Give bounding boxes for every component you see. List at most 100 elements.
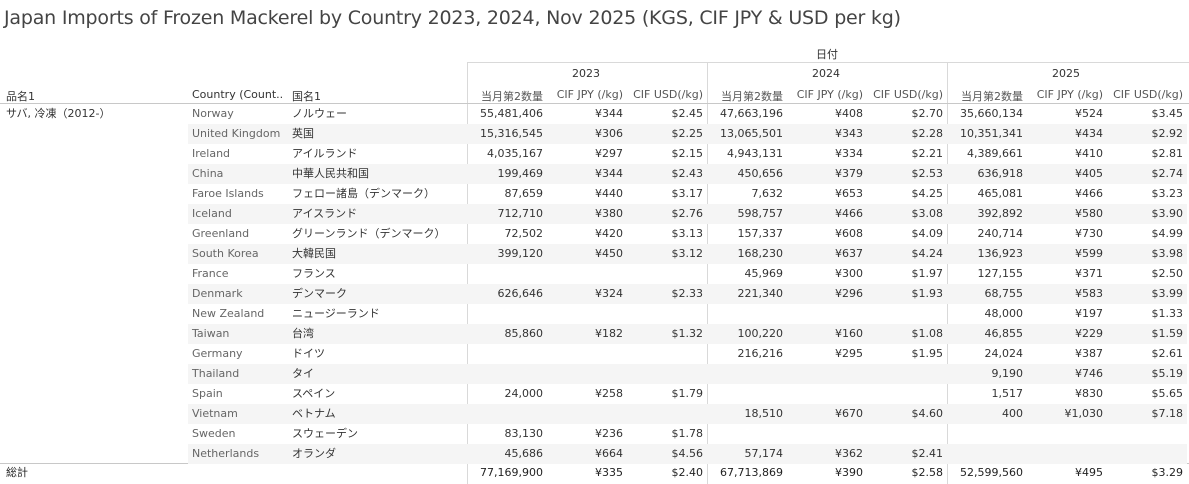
value-cell: ¥440 [595, 187, 623, 200]
value-cell: $4.60 [911, 407, 944, 420]
value-cell: $3.90 [1151, 207, 1184, 220]
value-cell: $4.25 [911, 187, 944, 200]
country-name: Thailand [192, 367, 240, 380]
value-cell: ¥830 [1075, 387, 1103, 400]
value-cell: $2.92 [1151, 127, 1184, 140]
value-cell: $4.99 [1151, 227, 1184, 240]
value-cell: ¥362 [835, 447, 863, 460]
value-cell: ¥344 [595, 107, 623, 120]
value-cell: $2.33 [671, 287, 704, 300]
value-cell: 240,714 [977, 227, 1024, 240]
value-cell: ¥637 [835, 247, 863, 260]
row-header-country-jp[interactable]: 国名1 [292, 90, 321, 103]
value-cell: $2.25 [671, 127, 704, 140]
value-cell: ¥608 [835, 227, 863, 240]
value-cell: 72,502 [504, 227, 544, 240]
measure-header-2024-1[interactable]: 当月第2数量 [721, 90, 783, 103]
value-cell: 136,923 [977, 247, 1024, 260]
value-cell: 18,510 [744, 407, 784, 420]
country-name: France [192, 267, 229, 280]
value-cell: 400 [1002, 407, 1023, 420]
total-value-cell: 52,599,560 [960, 466, 1023, 479]
country-name-jp: タイ [292, 367, 314, 380]
divider-2023 [467, 62, 468, 484]
total-value-cell: ¥495 [1075, 466, 1103, 479]
divider-2024 [707, 62, 708, 484]
measure-header-2023-2[interactable]: CIF JPY (/kg) [556, 88, 623, 101]
measure-header-2025-2[interactable]: CIF JPY (/kg) [1036, 88, 1103, 101]
value-cell: 83,130 [504, 427, 544, 440]
measure-header-2025-1[interactable]: 当月第2数量 [961, 90, 1023, 103]
value-cell: ¥380 [595, 207, 623, 220]
value-cell: ¥296 [835, 287, 863, 300]
row-header-product[interactable]: 品名1 [6, 90, 35, 103]
value-cell: $2.53 [911, 167, 944, 180]
value-cell: ¥434 [1075, 127, 1103, 140]
value-cell: 450,656 [737, 167, 784, 180]
product-label: サバ, 冷凍（2012-） [6, 107, 111, 120]
value-cell: $5.19 [1151, 367, 1184, 380]
value-cell: $1.79 [671, 387, 704, 400]
value-cell: 55,481,406 [480, 107, 543, 120]
total-value-cell: ¥390 [835, 466, 863, 479]
value-cell: ¥1,030 [1064, 407, 1104, 420]
row-band [188, 444, 1187, 464]
measure-header-2025-3[interactable]: CIF USD(/kg) [1113, 88, 1183, 101]
value-cell: 24,024 [984, 347, 1024, 360]
value-cell: $1.97 [911, 267, 944, 280]
value-cell: 45,686 [504, 447, 544, 460]
row-band [188, 244, 1187, 264]
value-cell: $3.23 [1151, 187, 1184, 200]
total-label: 総計 [6, 466, 28, 479]
value-cell: ¥466 [1075, 187, 1103, 200]
country-name: Denmark [192, 287, 243, 300]
value-cell: $1.78 [671, 427, 704, 440]
country-name: Faroe Islands [192, 187, 264, 200]
value-cell: ¥580 [1075, 207, 1103, 220]
country-name: Netherlands [192, 447, 260, 460]
value-cell: ¥379 [835, 167, 863, 180]
measure-header-2023-3[interactable]: CIF USD(/kg) [633, 88, 703, 101]
date-group-header: 日付 [816, 48, 838, 61]
country-name-jp: フランス [292, 267, 336, 280]
value-cell: 9,190 [991, 367, 1024, 380]
total-value-cell: $2.58 [911, 466, 944, 479]
country-name-jp: ドイツ [292, 347, 325, 360]
value-cell: ¥197 [1075, 307, 1103, 320]
value-cell: 168,230 [737, 247, 784, 260]
value-cell: ¥746 [1075, 367, 1103, 380]
value-cell: 636,918 [977, 167, 1024, 180]
value-cell: 626,646 [497, 287, 544, 300]
row-band [188, 204, 1187, 224]
value-cell: ¥387 [1075, 347, 1103, 360]
value-cell: $4.56 [671, 447, 704, 460]
value-cell: 10,351,341 [960, 127, 1023, 140]
value-cell: $3.98 [1151, 247, 1184, 260]
divider-2025 [947, 62, 948, 484]
header-line-bottom [0, 103, 1189, 104]
value-cell: $3.99 [1151, 287, 1184, 300]
country-name: United Kingdom [192, 127, 281, 140]
value-cell: $2.15 [671, 147, 704, 160]
value-cell: ¥599 [1075, 247, 1103, 260]
row-band [188, 124, 1187, 144]
row-band [188, 164, 1187, 184]
total-value-cell: $3.29 [1151, 466, 1184, 479]
value-cell: $4.24 [911, 247, 944, 260]
value-cell: $2.70 [911, 107, 944, 120]
measure-header-2024-3[interactable]: CIF USD(/kg) [873, 88, 943, 101]
country-name: Norway [192, 107, 234, 120]
measure-header-2023-1[interactable]: 当月第2数量 [481, 90, 543, 103]
value-cell: 712,710 [497, 207, 544, 220]
value-cell: ¥297 [595, 147, 623, 160]
value-cell: ¥334 [835, 147, 863, 160]
row-band [188, 324, 1187, 344]
row-header-country[interactable]: Country (Count.. [192, 88, 284, 101]
value-cell: 13,065,501 [720, 127, 783, 140]
value-cell: ¥730 [1075, 227, 1103, 240]
measure-header-2024-2[interactable]: CIF JPY (/kg) [796, 88, 863, 101]
year-header-2024: 2024 [812, 67, 840, 80]
value-cell: ¥450 [595, 247, 623, 260]
country-name-jp: デンマーク [292, 287, 347, 300]
value-cell: $3.45 [1151, 107, 1184, 120]
